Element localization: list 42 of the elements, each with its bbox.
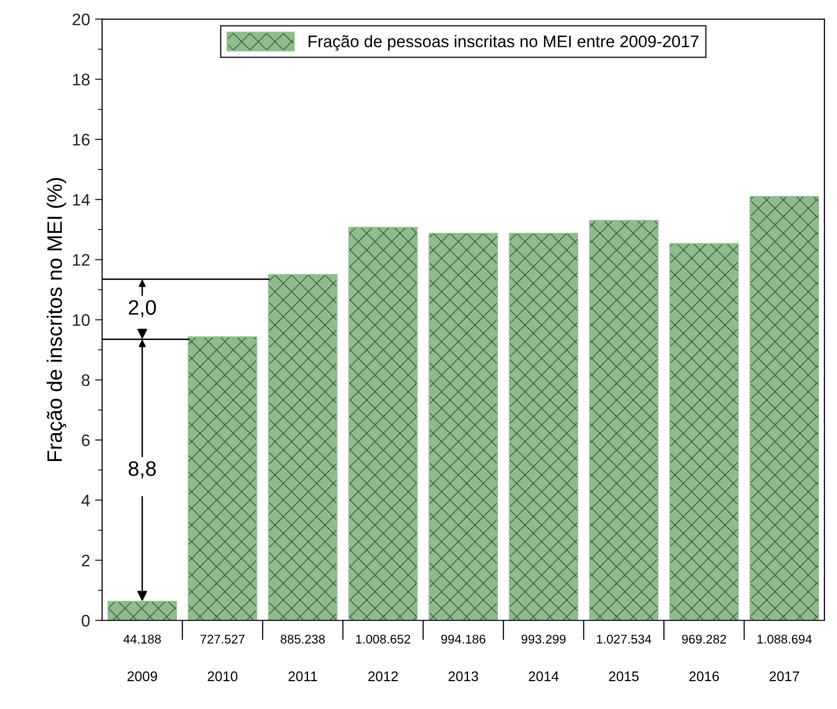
bar — [428, 232, 498, 620]
y-tick-label: 10 — [73, 314, 90, 326]
y-tick-label: 20 — [72, 14, 90, 26]
bar — [589, 220, 658, 620]
bar — [108, 600, 177, 620]
y-tick-label: 14 — [73, 194, 90, 206]
x-tick-label: 2009 — [127, 671, 158, 682]
bar — [750, 196, 819, 620]
bar — [508, 232, 578, 620]
text: 993.299 — [522, 634, 566, 644]
y-tick-label: 4 — [81, 494, 90, 506]
x-tick-label: 2010 — [208, 671, 238, 682]
legend-label: Fração de pessoas inscritas no MEI entre 2009-2017 — [308, 35, 698, 51]
text: 885.238 — [280, 634, 325, 644]
y-tick-label: 0 — [82, 614, 90, 627]
x-tick-label: 2014 — [528, 671, 559, 682]
text: 44.188 — [123, 634, 161, 644]
text: 994.186 — [441, 634, 486, 644]
bar — [188, 336, 258, 620]
y-tick-label: 16 — [73, 134, 90, 146]
text: 1.008.652 — [356, 634, 410, 644]
bar — [268, 274, 338, 620]
y-tick-label: 18 — [73, 74, 90, 86]
y-tick-label: 6 — [82, 434, 90, 446]
text: 727.527 — [200, 634, 244, 644]
text: 1.088.694 — [757, 634, 812, 644]
bar — [669, 243, 739, 620]
x-tick-label: 2013 — [448, 671, 478, 682]
x-tick-label: 2011 — [288, 671, 318, 682]
annotation: 8,8 — [128, 461, 156, 478]
y-axis-title: Fração de inscritos no MEI (%) — [46, 178, 66, 462]
y-tick-label: 2 — [82, 554, 90, 566]
text: 1.027.534 — [596, 634, 652, 644]
x-tick-label: 2012 — [368, 671, 398, 682]
y-tick-label: 8 — [82, 374, 90, 386]
x-tick-label: 2015 — [609, 671, 639, 682]
text: 969.282 — [682, 634, 726, 644]
bar — [348, 226, 418, 620]
x-tick-label: 2016 — [689, 671, 719, 682]
y-tick-label: 12 — [73, 254, 90, 266]
x-tick-label: 2017 — [770, 671, 800, 682]
annotation: 2,0 — [128, 300, 156, 318]
